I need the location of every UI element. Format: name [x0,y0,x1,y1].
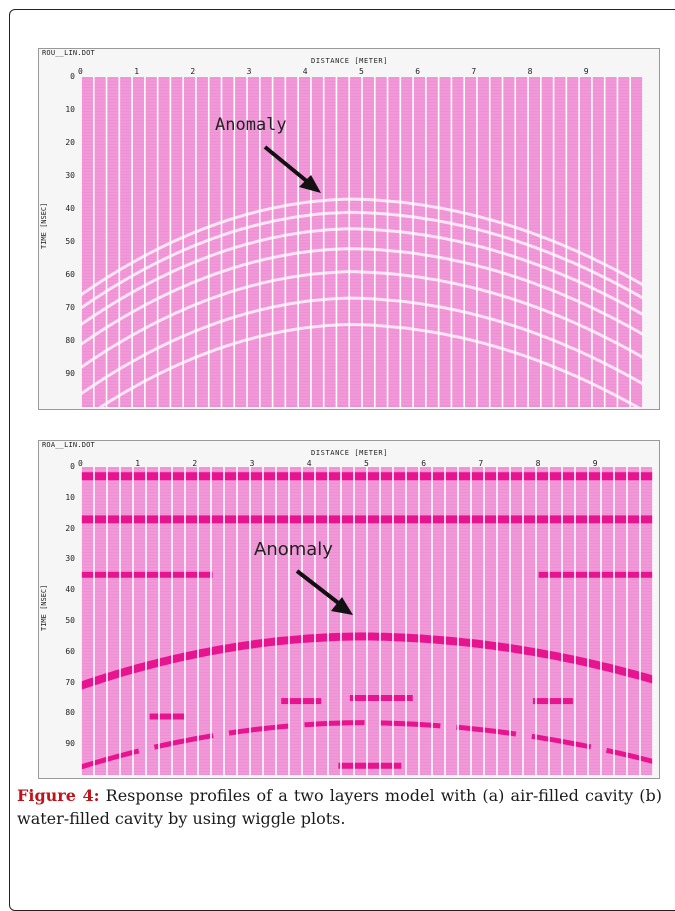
x-tick-label: 4 [302,67,308,76]
x-axis-label: DISTANCE [METER] [311,449,389,457]
reflector-segment [538,571,653,578]
x-tick-label: 8 [527,67,533,76]
reflection-hyperbola [81,720,653,770]
reflector-segment [349,695,413,701]
y-tick-label: 20 [65,138,75,147]
y-tick-label: 40 [65,585,75,595]
anomaly-arrow [263,145,321,193]
figure-label: Figure 4: [17,786,100,805]
anomaly-label: Anomaly [254,539,333,560]
x-tick-label: 6 [421,459,427,468]
anomaly-arrow [295,569,353,615]
reflector-segment [338,762,402,769]
y-tick-label: 60 [65,270,75,279]
y-tick-label: 60 [65,646,75,656]
y-tick-label: 0 [70,462,75,471]
x-tick-label: 9 [592,459,598,468]
y-tick-label: 50 [65,616,75,625]
x-tick-label: 0 [78,459,83,468]
reflector-segment [149,713,184,720]
y-tick-label: 10 [65,105,75,114]
panel-title: ROU__LIN.DOT [42,49,95,57]
y-tick-label: 90 [65,739,75,749]
panel-a-air-filled: ROU__LIN.DOT DISTANCE [METER] TIME [NSEC… [38,48,660,410]
y-tick-label: 50 [65,237,75,246]
anomaly-label: Anomaly [215,115,287,135]
x-tick-label: 7 [478,459,484,468]
x-tick-label: 3 [246,67,252,76]
y-tick-label: 90 [65,369,75,378]
y-tick-label: 0 [70,72,75,81]
x-tick-label: 3 [249,459,255,468]
x-tick-label: 9 [583,67,589,76]
y-tick-label: 30 [65,554,75,564]
caption-text: Response profiles of a two layers model … [17,786,662,828]
y-tick-label: 40 [65,204,75,213]
x-tick-label: 1 [134,67,140,76]
x-tick-label: 6 [415,67,421,76]
x-tick-label: 2 [190,67,196,76]
figure-caption: Figure 4: Response profiles of a two lay… [17,784,662,830]
y-tick-label: 30 [65,171,75,180]
x-tick-label: 0 [78,67,83,76]
x-tick-label: 1 [135,459,141,468]
x-tick-label: 2 [192,459,198,468]
panel-b-water-filled: ROA__LIN.DOT DISTANCE [METER] TIME [NSEC… [38,440,660,779]
y-tick-label: 80 [65,336,75,345]
x-tick-label: 5 [359,67,364,76]
y-axis-label: TIME [NSEC] [40,202,48,249]
y-tick-label: 80 [65,708,75,718]
y-axis-label: TIME [NSEC] [40,584,48,631]
y-tick-label: 70 [65,677,75,687]
x-axis-label: DISTANCE [METER] [311,57,389,65]
reflector-segment [532,698,573,705]
wiggle-plot-b [81,467,653,775]
y-tick-label: 70 [65,303,75,312]
panel-title: ROA__LIN.DOT [42,441,95,449]
wiggle-plot-a [81,77,643,407]
x-tick-label: 4 [306,459,312,468]
x-tick-label: 7 [471,67,477,76]
x-tick-label: 5 [364,459,369,468]
x-tick-label: 8 [535,459,541,468]
y-tick-label: 20 [65,523,75,533]
y-tick-label: 10 [65,492,75,502]
